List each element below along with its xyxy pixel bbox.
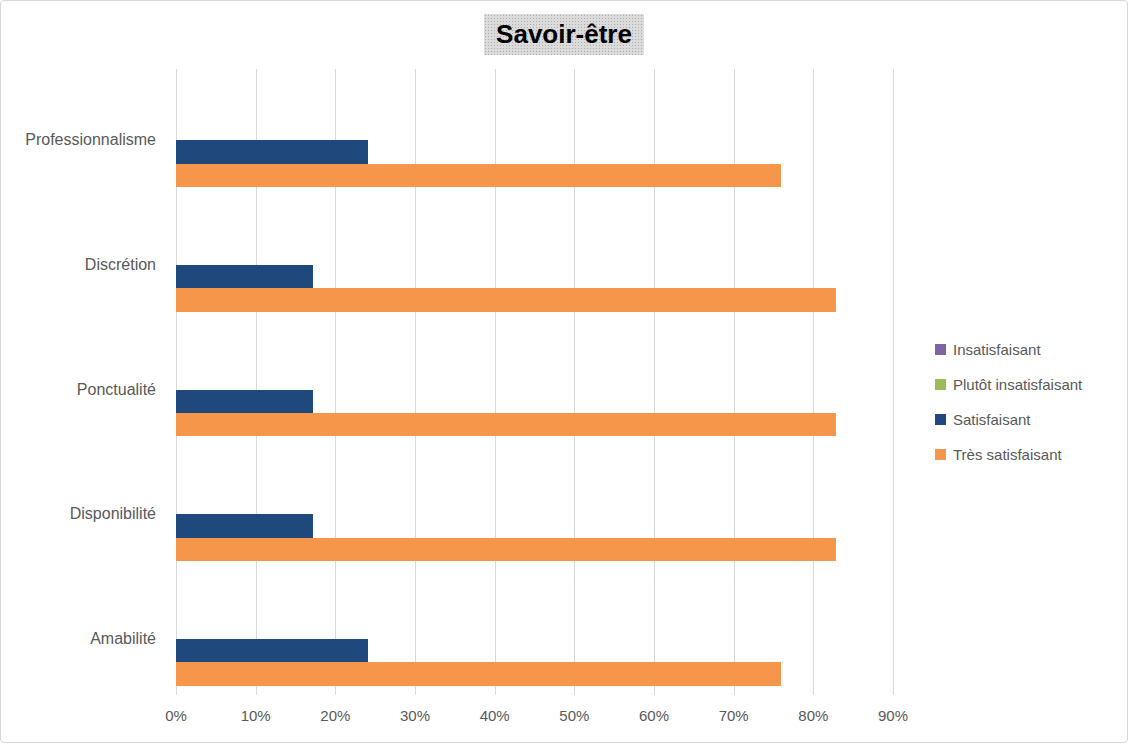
x-tick-label: 0% <box>165 707 187 724</box>
bar-satisfaisant-professionnalisme <box>176 140 368 163</box>
category-axis: Professionnalisme Discrétion Ponctualité Di… <box>1 69 158 695</box>
bar-tres-satisfaisant-professionnalisme <box>176 164 781 187</box>
x-tick-label: 20% <box>320 707 350 724</box>
category-label-amabilite: Amabilité <box>90 630 156 648</box>
chart-frame: Savoir-être ProfessionnalismeDiscrétionP… <box>0 0 1128 743</box>
gridline <box>893 69 894 695</box>
legend-item-satisfaisant: Satisfaisant <box>935 409 1082 430</box>
bar-satisfaisant-ponctualite <box>176 390 313 413</box>
legend-item-plutot-insatisfaisant: Plutôt insatisfaisant <box>935 374 1082 395</box>
legend-label: Satisfaisant <box>953 411 1031 428</box>
legend-swatch-icon <box>935 344 946 355</box>
legend-swatch-icon <box>935 449 946 460</box>
legend: Insatisfaisant Plutôt insatisfaisant Satis… <box>935 339 1082 465</box>
bar-satisfaisant-amabilite <box>176 639 368 662</box>
x-tick-label: 10% <box>241 707 271 724</box>
category-label-discretion: Discrétion <box>85 256 156 274</box>
legend-item-insatisfaisant: Insatisfaisant <box>935 339 1082 360</box>
category-label-disponibilite: Disponibilité <box>70 505 156 523</box>
category-label-professionnalisme: Professionnalisme <box>25 131 156 149</box>
category-label-ponctualite: Ponctualité <box>77 381 156 399</box>
x-tick-label: 40% <box>480 707 510 724</box>
legend-label: Très satisfaisant <box>953 446 1062 463</box>
bar-tres-satisfaisant-discretion <box>176 288 836 311</box>
plot-area <box>176 69 893 695</box>
bar-satisfaisant-disponibilite <box>176 514 313 537</box>
x-tick-label: 90% <box>878 707 908 724</box>
x-tick-label: 30% <box>400 707 430 724</box>
chart-title: Savoir-être <box>484 14 644 55</box>
bar-satisfaisant-discretion <box>176 265 313 288</box>
chart-title-wrap: Savoir-être <box>1 14 1127 55</box>
bar-tres-satisfaisant-ponctualite <box>176 413 836 436</box>
legend-swatch-icon <box>935 414 946 425</box>
bar-tres-satisfaisant-amabilite <box>176 662 781 685</box>
x-tick-label: 50% <box>559 707 589 724</box>
x-tick-label: 60% <box>639 707 669 724</box>
legend-item-tres-satisfaisant: Très satisfaisant <box>935 444 1082 465</box>
legend-label: Insatisfaisant <box>953 341 1041 358</box>
gridline <box>813 69 814 695</box>
x-tick-label: 80% <box>798 707 828 724</box>
bar-tres-satisfaisant-disponibilite <box>176 538 836 561</box>
x-axis: 0%10%20%30%40%50%60%70%80%90% <box>176 707 893 731</box>
x-tick-label: 70% <box>719 707 749 724</box>
legend-swatch-icon <box>935 379 946 390</box>
legend-label: Plutôt insatisfaisant <box>953 376 1082 393</box>
